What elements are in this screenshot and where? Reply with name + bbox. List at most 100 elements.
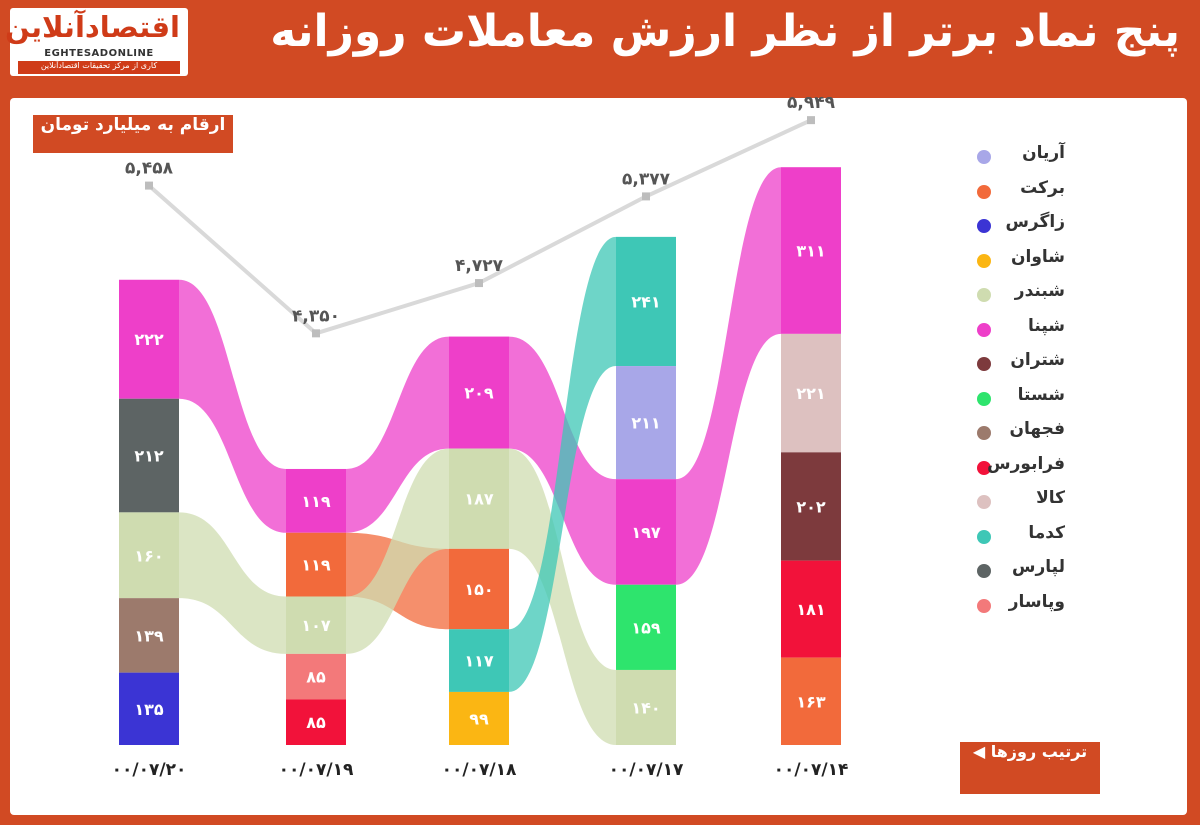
bar-value-label: ۱۵۰ bbox=[464, 580, 493, 599]
legend-swatch bbox=[977, 564, 991, 578]
ribbon-شپنا bbox=[346, 336, 449, 533]
legend-swatch bbox=[977, 391, 991, 406]
x-tick-label: ۰۰/۰۷/۱۷ bbox=[609, 760, 684, 780]
legend-item: شاوان bbox=[965, 244, 1065, 276]
legend-label: شبندر bbox=[1014, 281, 1065, 301]
x-tick-label: ۰۰/۰۷/۱۴ bbox=[774, 760, 849, 780]
legend-item: کدما bbox=[965, 520, 1065, 552]
bar-value-label: ۱۱۹ bbox=[301, 492, 331, 511]
ribbon-شبندر bbox=[509, 448, 616, 745]
ribbon-کدما bbox=[509, 236, 616, 692]
bar-value-label: ۱۶۳ bbox=[796, 692, 826, 711]
legend-item: کالا bbox=[965, 485, 1065, 517]
legend-label: وپاسار bbox=[1008, 591, 1065, 612]
bar-segment-فرابورس bbox=[781, 560, 841, 658]
bar-value-label: ۹۹ bbox=[469, 709, 489, 728]
bar-segment-برکت bbox=[449, 548, 509, 630]
bar-value-label: ۱۳۵ bbox=[134, 700, 164, 719]
bar-segment-برکت bbox=[781, 657, 841, 745]
totals-label: ۴,۳۵۰ bbox=[292, 306, 340, 326]
legend-swatch bbox=[977, 426, 991, 440]
legend-item: شپنا bbox=[965, 313, 1065, 345]
legend-item: وپاسار bbox=[965, 589, 1065, 621]
legend-swatch bbox=[977, 184, 991, 199]
totals-point bbox=[145, 181, 153, 190]
legend-swatch bbox=[977, 219, 991, 233]
logo-english-text: EGHTESADONLINE bbox=[44, 48, 154, 59]
bar-segment-برکت bbox=[286, 532, 346, 597]
bar-value-label: ۸۵ bbox=[306, 713, 326, 732]
legend-label: شتران bbox=[1010, 350, 1065, 370]
totals-point bbox=[475, 279, 483, 288]
day-order-label: ترتیب روزها bbox=[990, 742, 1088, 761]
x-tick-label: ۰۰/۰۷/۲۰ bbox=[112, 760, 187, 780]
day-order-note: ترتیب روزها ◀ bbox=[960, 742, 1100, 794]
x-tick-label: ۰۰/۰۷/۱۹ bbox=[279, 760, 354, 780]
brand-logo: اقتصادآنلاین EGHTESADONLINE کاری از مرکز… bbox=[5, 8, 188, 76]
logo-persian-text: اقتصادآنلاین bbox=[5, 10, 180, 44]
chart-title: پنج نماد برتر از نظر ارزش معاملات روزانه bbox=[270, 6, 1180, 57]
legend-swatch bbox=[977, 495, 991, 509]
totals-label: ۵,۹۴۹ bbox=[787, 93, 836, 113]
legend-swatch bbox=[977, 322, 991, 337]
legend-swatch bbox=[977, 150, 991, 164]
bar-segment-شبندر bbox=[449, 448, 509, 549]
bar-value-label: ۱۹۷ bbox=[631, 523, 661, 542]
bar-segment-شتران bbox=[781, 452, 841, 561]
totals-line bbox=[147, 118, 812, 336]
bar-value-label: ۱۸۷ bbox=[464, 490, 494, 509]
bar-segment-شاوان bbox=[449, 691, 509, 745]
bars-layer: ۲۲۲ ۲۱۲ ۱۶۰ ۱۳۹ ۱۳۵ ۱۱۹ ۱۱۹ ۱۰۷ ۸۵ ۸۵ ۲۰۹ ۱۸۷ ۱۵۰ ۱۱۷… bbox=[119, 167, 841, 745]
legend-label: شاوان bbox=[1010, 246, 1065, 267]
legend-item: زاگرس bbox=[965, 209, 1065, 241]
logo-subtitle: کاری از مرکز تحقیقات اقتصادآنلاین bbox=[18, 61, 180, 74]
x-tick-label: ۰۰/۰۷/۱۸ bbox=[442, 760, 517, 780]
bar-value-label: ۱۴۰ bbox=[631, 698, 660, 717]
ribbon-شبندر bbox=[179, 512, 286, 654]
bar-segment-کالا bbox=[781, 333, 841, 453]
bar-segment-شپنا bbox=[119, 279, 179, 399]
legend-item: فرابورس bbox=[965, 451, 1065, 483]
legend-swatch bbox=[977, 460, 991, 475]
bar-value-label: ۲۲۱ bbox=[796, 384, 825, 403]
bar-segment-وپاسار bbox=[286, 653, 346, 700]
legend-swatch bbox=[977, 288, 991, 302]
ribbon-شبندر bbox=[346, 448, 449, 654]
bar-segment-شپنا bbox=[781, 167, 841, 334]
legend-swatch bbox=[977, 598, 991, 613]
bar-segment-آریان bbox=[616, 366, 676, 480]
legend-swatch bbox=[977, 357, 991, 371]
arrow-left-icon: ◀ bbox=[972, 742, 986, 761]
totals-line-layer: ۵,۴۵۸ ۴,۳۵۰ ۴,۷۲۷ ۵,۳۷۷ ۵,۹۴۹ bbox=[125, 93, 836, 338]
legend-label: برکت bbox=[1020, 177, 1065, 198]
legend-item: شبندر bbox=[965, 278, 1065, 310]
bar-value-label: ۲۱۱ bbox=[631, 414, 660, 433]
legend-swatch bbox=[977, 253, 991, 268]
bar-segment-فرابورس bbox=[286, 699, 346, 745]
legend-item: برکت bbox=[965, 175, 1065, 207]
bar-segment-شبندر bbox=[616, 669, 676, 745]
bar-segment-شبندر bbox=[286, 596, 346, 654]
unit-note: ارقام به میلیارد تومان bbox=[33, 115, 233, 153]
bar-segment-زاگرس bbox=[119, 672, 179, 745]
bar-segment-شبندر bbox=[119, 512, 179, 599]
bar-value-label: ۲۱۲ bbox=[134, 447, 164, 466]
bar-value-label: ۱۱۷ bbox=[464, 652, 494, 671]
bar-segment-شپنا bbox=[616, 479, 676, 585]
bar-value-label: ۲۴۱ bbox=[631, 292, 660, 311]
bar-value-label: ۱۵۹ bbox=[631, 618, 661, 637]
totals-label: ۵,۴۵۸ bbox=[125, 159, 174, 179]
legend-swatch bbox=[977, 529, 991, 544]
bar-segment-کدما bbox=[449, 629, 509, 692]
bar-value-label: ۱۸۱ bbox=[796, 600, 825, 619]
totals-label: ۴,۷۲۷ bbox=[455, 256, 504, 276]
legend-label: کالا bbox=[1036, 488, 1065, 508]
bar-value-label: ۳۱۱ bbox=[796, 242, 825, 261]
bar-value-label: ۲۰۹ bbox=[464, 384, 494, 403]
bar-segment-کدما bbox=[616, 236, 676, 367]
legend-label: زاگرس bbox=[1005, 212, 1065, 232]
legend-item: شستا bbox=[965, 382, 1065, 414]
legend-item: لپارس bbox=[965, 554, 1065, 586]
